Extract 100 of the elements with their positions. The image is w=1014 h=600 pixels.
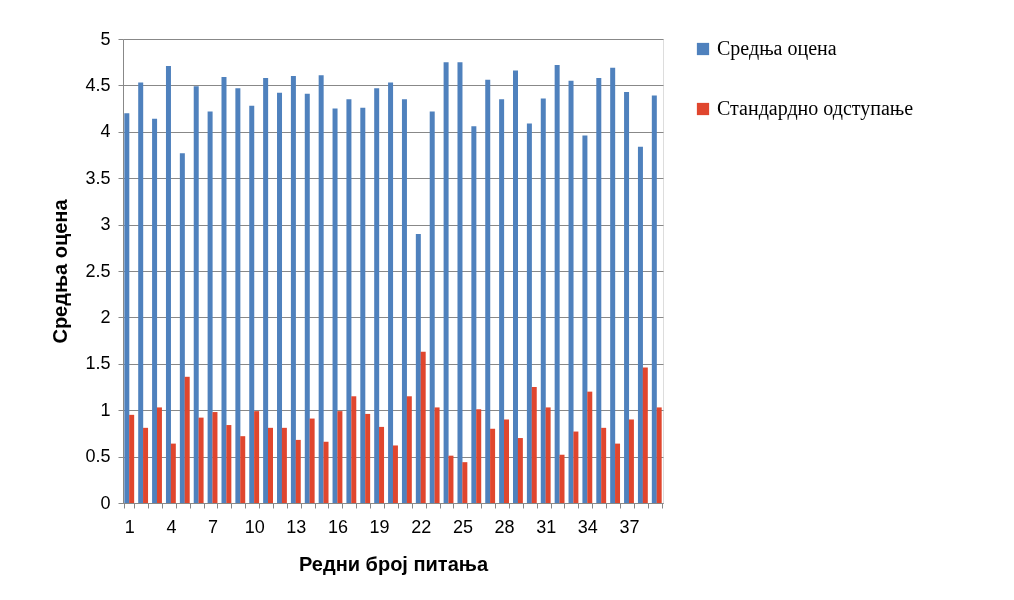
bar [365, 413, 371, 503]
bar [212, 412, 218, 503]
bar [596, 77, 602, 503]
x-axis-title: Редни број питања [298, 552, 489, 575]
bar [309, 418, 315, 503]
bar [490, 428, 496, 503]
bar [540, 98, 546, 503]
y-tick-label: 4 [100, 121, 111, 142]
bar [401, 99, 407, 503]
bar [165, 65, 171, 503]
bar [346, 99, 352, 503]
bar [360, 107, 366, 503]
bar [170, 443, 176, 503]
bar [517, 438, 523, 503]
bar [531, 387, 537, 503]
bar [152, 118, 158, 503]
bar [318, 75, 324, 503]
y-tick-label: 5 [100, 28, 111, 49]
bar [124, 113, 130, 503]
bar [656, 407, 662, 503]
bar [624, 91, 630, 503]
bar [582, 135, 588, 503]
legend-label: Стандардно одступање [717, 97, 914, 120]
x-tick-label: 16 [327, 516, 348, 537]
x-tick-label: 13 [286, 516, 307, 537]
bar [513, 70, 519, 503]
bar [457, 62, 463, 503]
bar [290, 76, 296, 503]
bar [226, 425, 232, 503]
y-tick-label: 1.5 [85, 353, 111, 374]
bar [379, 426, 385, 503]
bar [476, 409, 482, 503]
x-tick-label: 19 [369, 516, 390, 537]
bar [143, 427, 149, 503]
bar [434, 407, 440, 503]
y-tick-label: 3 [100, 214, 111, 235]
bar [129, 414, 135, 503]
bar [263, 77, 269, 503]
bar [198, 417, 204, 503]
bar [485, 79, 491, 503]
x-tick-label: 37 [619, 516, 640, 537]
bar [429, 111, 435, 503]
bar [573, 431, 579, 503]
y-tick-label: 0.5 [85, 446, 111, 467]
bar [235, 88, 241, 503]
bar [420, 351, 426, 503]
bar [601, 427, 607, 503]
bar [267, 427, 273, 503]
bar [462, 462, 468, 503]
y-tick-label: 2.5 [85, 260, 111, 281]
bar [304, 93, 310, 503]
x-tick-label: 31 [536, 516, 557, 537]
bar [388, 82, 394, 503]
y-tick-label: 1 [100, 399, 111, 420]
bar [526, 123, 532, 503]
bar [295, 439, 301, 503]
bar [281, 427, 287, 503]
bar [448, 455, 454, 503]
bar [277, 92, 283, 503]
bar [554, 64, 560, 503]
bar [240, 436, 246, 503]
bar [568, 80, 574, 503]
y-tick-label: 3.5 [85, 167, 111, 188]
bar [642, 367, 648, 503]
x-tick-label: 4 [166, 516, 177, 537]
bar [415, 233, 421, 503]
bar [559, 454, 565, 503]
bar [610, 67, 616, 503]
bar [351, 396, 357, 503]
bar [499, 99, 505, 503]
bar [406, 396, 412, 503]
y-tick-label: 4.5 [85, 74, 111, 95]
bar [254, 411, 260, 503]
bar [179, 153, 185, 503]
bar [156, 407, 162, 503]
legend-label: Средња оцена [717, 37, 837, 60]
x-tick-label: 28 [494, 516, 515, 537]
bar [337, 411, 343, 503]
bar [392, 445, 398, 503]
x-tick-label: 25 [452, 516, 473, 537]
bar [374, 88, 380, 503]
x-tick-label: 22 [411, 516, 432, 537]
bar [443, 62, 449, 503]
bar [628, 419, 634, 503]
bar [615, 443, 621, 503]
bar [323, 441, 329, 503]
bar [471, 126, 477, 503]
bar [207, 111, 213, 503]
bar [545, 407, 551, 503]
bar [332, 108, 338, 503]
y-axis-title: Средња оцена [49, 198, 72, 344]
bar [651, 95, 657, 503]
y-tick-label: 2 [100, 306, 111, 327]
bar [193, 86, 199, 503]
y-tick-label: 0 [100, 492, 111, 513]
bar [221, 77, 227, 503]
x-tick-label: 10 [244, 516, 265, 537]
bar [637, 146, 643, 503]
bar [249, 105, 255, 503]
bar [138, 82, 144, 503]
